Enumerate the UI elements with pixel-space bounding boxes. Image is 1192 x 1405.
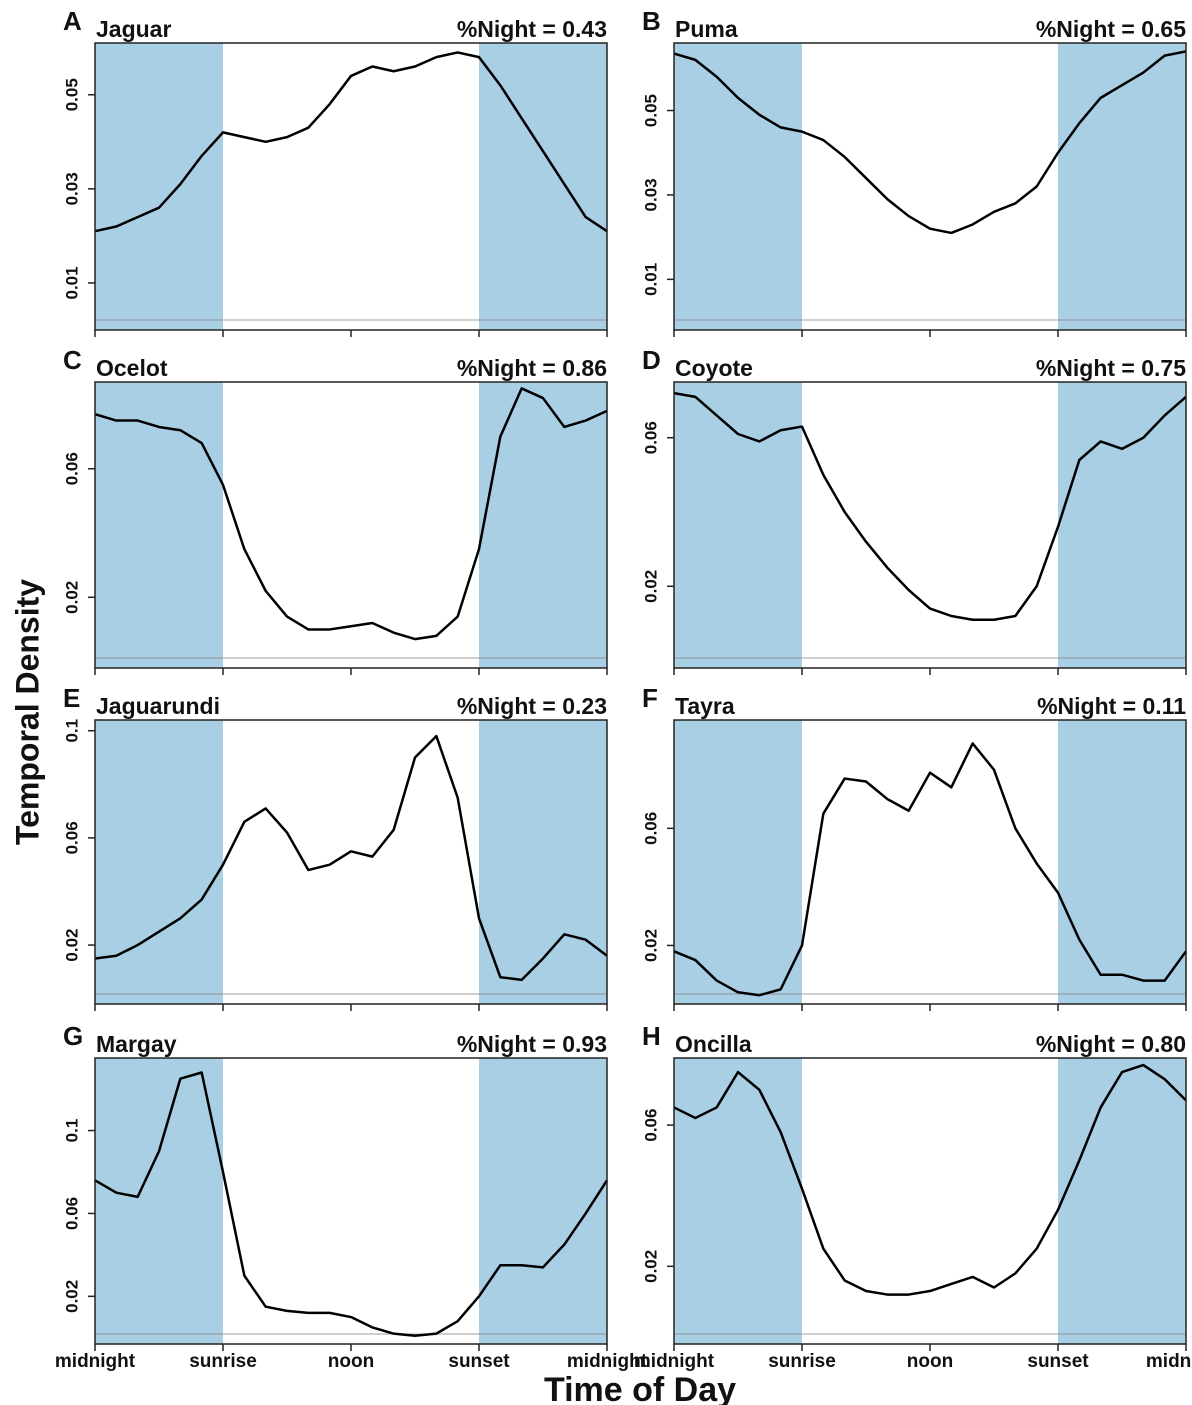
- panel-letter: A: [63, 6, 82, 36]
- panel-title: Tayra: [675, 693, 735, 719]
- y-tick-label: 0.02: [641, 570, 660, 603]
- panel-letter: B: [642, 6, 661, 36]
- night-shading: [479, 382, 607, 668]
- y-tick-label: 0.06: [641, 812, 660, 845]
- y-axis-title: Temporal Density: [9, 579, 45, 845]
- y-tick-label: 0.01: [62, 266, 81, 299]
- x-tick-label: noon: [907, 1351, 953, 1372]
- y-tick-label: 0.02: [641, 1250, 660, 1283]
- y-tick-label: 0.05: [62, 78, 81, 111]
- y-tick-label: 0.1: [62, 1119, 81, 1143]
- x-tick-label: sunset: [1027, 1351, 1089, 1372]
- night-fraction: %Night = 0.11: [1037, 693, 1186, 719]
- night-shading: [1058, 382, 1186, 668]
- y-tick-label: 0.06: [62, 1197, 81, 1230]
- night-fraction: %Night = 0.43: [457, 16, 607, 42]
- y-tick-label: 0.03: [641, 178, 660, 211]
- night-shading: [479, 1058, 607, 1344]
- y-tick-label: 0.02: [62, 929, 81, 962]
- y-tick-label: 0.02: [62, 581, 81, 614]
- night-shading: [479, 43, 607, 330]
- panel-title: Jaguarundi: [96, 693, 220, 719]
- panel-letter: C: [63, 345, 82, 375]
- panel-title: Margay: [96, 1031, 177, 1057]
- figure: Temporal Density Time of Day 0.01 0.03 0.0…: [0, 0, 1192, 1405]
- x-tick-label: sunset: [448, 1351, 510, 1372]
- y-tick-label: 0.03: [62, 172, 81, 205]
- y-tick-label: 0.06: [641, 1109, 660, 1142]
- y-tick-label: 0.06: [62, 452, 81, 485]
- night-shading: [1058, 1058, 1186, 1344]
- night-fraction: %Night = 0.93: [457, 1031, 607, 1057]
- y-tick-label: 0.05: [641, 94, 660, 127]
- night-shading: [674, 720, 802, 1004]
- night-shading: [95, 1058, 223, 1344]
- panel-title: Ocelot: [96, 355, 168, 381]
- panel-letter: H: [642, 1021, 661, 1051]
- panel-title: Puma: [675, 16, 738, 42]
- panel-letter: D: [642, 345, 661, 375]
- panel-title: Coyote: [675, 355, 753, 381]
- x-tick-label: midnight: [55, 1351, 136, 1372]
- y-tick-label: 0.1: [62, 719, 81, 743]
- panel-letter: G: [63, 1021, 83, 1051]
- night-shading: [674, 1058, 802, 1344]
- x-tick-label: noon: [328, 1351, 374, 1372]
- panel-title: Jaguar: [96, 16, 171, 42]
- night-fraction: %Night = 0.80: [1036, 1031, 1186, 1057]
- night-shading: [1058, 720, 1186, 1004]
- y-tick-label: 0.02: [62, 1280, 81, 1313]
- y-tick-label: 0.06: [641, 421, 660, 454]
- x-tick-label: sunrise: [768, 1351, 836, 1372]
- x-tick-label: midnight: [634, 1351, 715, 1372]
- night-shading: [95, 720, 223, 1004]
- y-tick-label: 0.06: [62, 821, 81, 854]
- night-shading: [95, 382, 223, 668]
- x-axis-title: Time of Day: [544, 1371, 736, 1405]
- x-tick-label: sunrise: [189, 1351, 257, 1372]
- panel-letter: F: [642, 683, 658, 713]
- night-shading: [674, 382, 802, 668]
- night-fraction: %Night = 0.23: [457, 693, 607, 719]
- night-shading: [95, 43, 223, 330]
- night-fraction: %Night = 0.65: [1036, 16, 1186, 42]
- night-shading: [674, 43, 802, 330]
- y-tick-label: 0.01: [641, 263, 660, 296]
- night-fraction: %Night = 0.86: [457, 355, 607, 381]
- panel-title: Oncilla: [675, 1031, 752, 1057]
- y-tick-label: 0.02: [641, 929, 660, 962]
- night-shading: [479, 720, 607, 1004]
- x-tick-label: midnight: [1146, 1351, 1192, 1372]
- night-fraction: %Night = 0.75: [1036, 355, 1186, 381]
- panel-letter: E: [63, 683, 80, 713]
